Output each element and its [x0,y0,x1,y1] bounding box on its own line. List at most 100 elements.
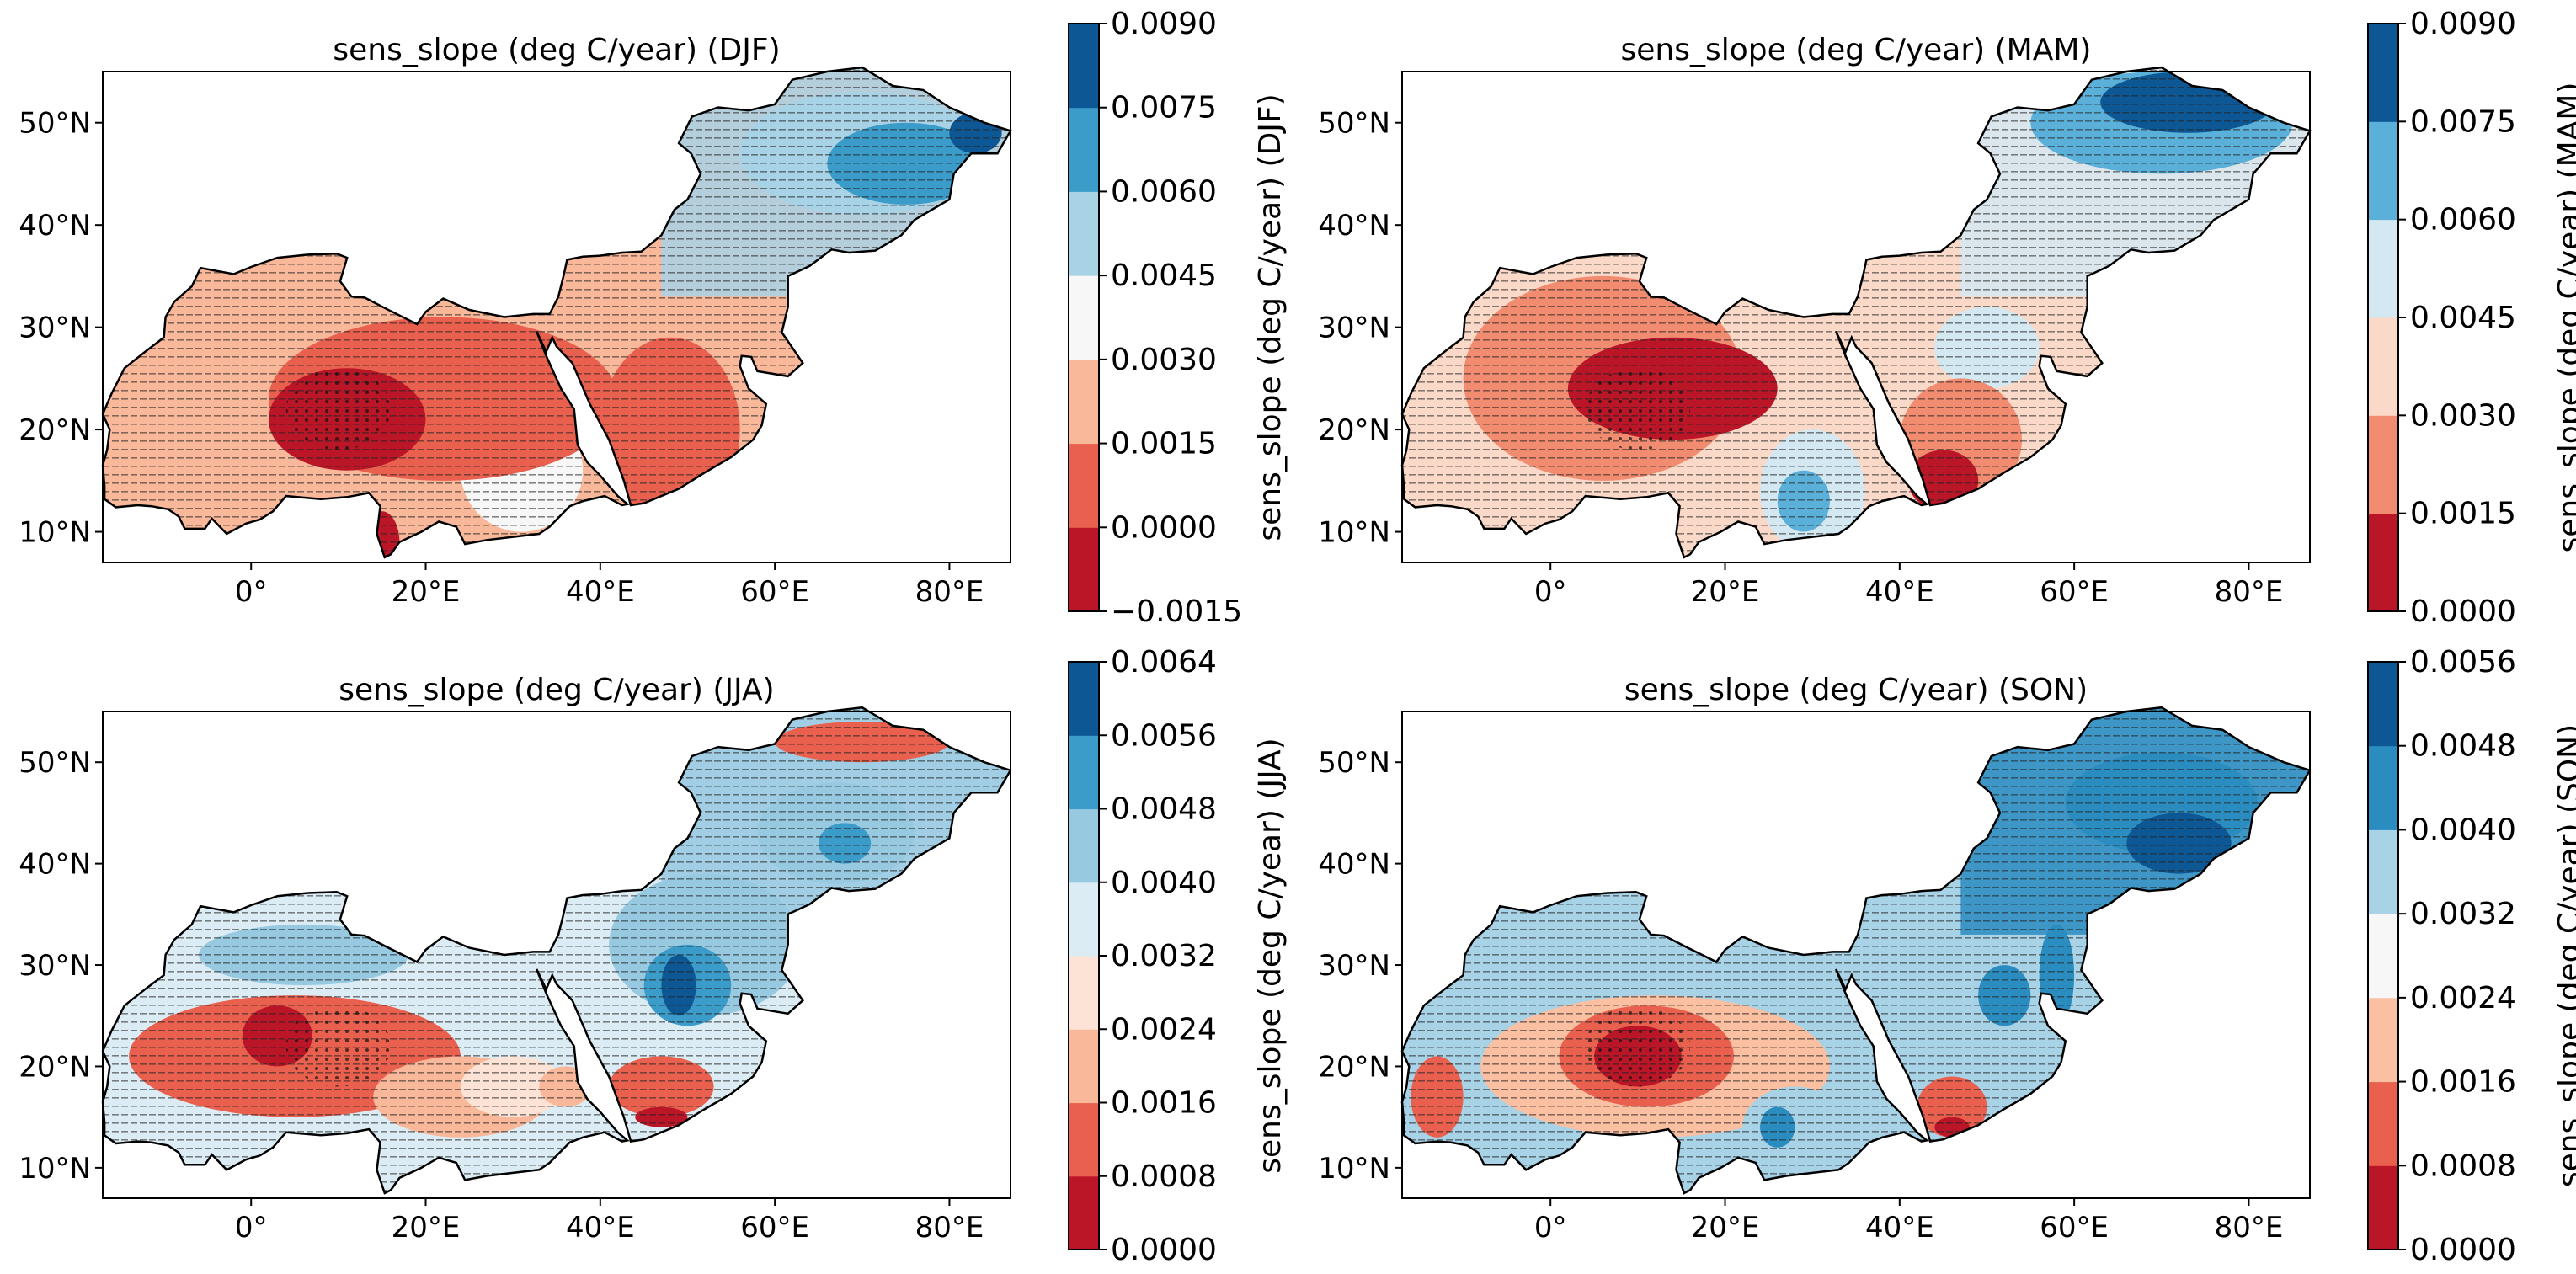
chart-title: sens_slope (deg C/year) (SON) [1624,673,2088,707]
colorbar-label: sens_slope (deg C/year) (JJA) [1253,738,1288,1173]
colorbar-tick-label: 0.0032 [1111,939,1217,973]
map-panel-djf: sens_slope (deg C/year) (DJF) 0° 20°E 40°E 6… [19,33,1012,609]
significance-dots [285,368,392,450]
colorbar-swatch [2368,1081,2398,1166]
colorbar-frame [2367,661,2399,1250]
colorbar-tick-label: 0.0000 [1111,1233,1217,1267]
colorbar-tick-label: −0.0015 [1111,594,1242,629]
colorbar-tick-label: 0.0075 [1111,91,1217,125]
colorbar-swatch [2368,829,2398,914]
coastline [1400,706,2312,1195]
y-tick-label: 10°N [19,516,91,550]
colorbar-son: 0.0000 0.0008 0.0016 0.0024 0.0032 0.0040 0.00… [2367,645,2576,1267]
colorbar-tick-label: 0.0056 [2410,645,2516,680]
colorbar-frame [1068,23,1100,612]
map-panel-jja: sens_slope (deg C/year) (JJA) 0° 20°E 40°E 6… [19,673,1012,1245]
map-land [103,707,1011,1193]
colorbar-tick-label: 0.0045 [1111,259,1217,293]
y-tick-label: 10°N [1318,516,1390,550]
colorbar-swatch [1069,735,1099,810]
colorbar-tick-label: 0.0075 [2410,104,2516,139]
colorbar-swatch [1069,107,1099,192]
colorbar-tick-label: 0.0024 [1111,1012,1217,1047]
x-tick-label: 60°E [2040,575,2109,609]
map-panel-son: sens_slope (deg C/year) (SON) 0° 20°E 40°E 6… [1318,673,2312,1245]
y-tick-label: 10°N [19,1152,91,1186]
coastline [101,66,1012,559]
x-tick-label: 60°E [740,575,809,609]
chart-title: sens_slope (deg C/year) (DJF) [333,33,780,67]
x-tick-label: 0° [235,1211,268,1245]
colorbar-mam: 0.0000 0.0015 0.0030 0.0045 0.0060 0.0075 0.00… [2367,7,2576,629]
chart-title: sens_slope (deg C/year) (JJA) [339,673,774,707]
colorbar-tick-label: 0.0060 [1111,174,1217,209]
x-tick-label: 40°E [566,1211,635,1245]
y-tick-label: 30°N [19,312,91,345]
x-tick-label: 20°E [1691,575,1760,609]
y-tick-label: 40°N [19,209,91,243]
colorbar-swatch [2368,662,2398,747]
colorbar-tick-label: 0.0048 [1111,792,1217,827]
y-tick-label: 50°N [1318,107,1390,141]
x-tick-label: 20°E [392,575,461,609]
colorbar-swatch [1069,882,1099,957]
colorbar-tick-label: 0.0040 [1111,866,1217,900]
colorbar-tick-label: 0.0016 [1111,1086,1217,1121]
y-tick-label: 40°N [19,848,91,882]
colorbar-label: sens_slope (deg C/year) (SON) [2552,724,2576,1187]
colorbar-tick-label: 0.0008 [1111,1159,1217,1194]
map-frame [1401,71,2311,563]
x-tick-label: 0° [1534,1211,1567,1245]
colorbar-swatch [2368,997,2398,1083]
colorbar-swatch [2368,513,2398,612]
y-tick-label: 30°N [19,949,91,983]
colorbar-swatch [1069,24,1099,109]
colorbar-swatch [2368,914,2398,999]
map-frame [1401,711,2311,1199]
map-panel-mam: sens_slope (deg C/year) (MAM) 0° 20°E 40°E 6… [1318,33,2312,609]
map-land [1402,707,2310,1193]
y-tick-label: 10°N [1318,1152,1390,1186]
colorbar-tick-label: 0.0000 [1111,510,1217,545]
colorbar-swatch [1069,1029,1099,1104]
colorbar-swatch [1069,1102,1099,1177]
colorbar-swatch [1069,191,1099,276]
significance-dots [285,1005,392,1087]
y-tick-label: 50°N [19,746,91,780]
x-tick-label: 60°E [2040,1211,2109,1245]
colorbar-jja: 0.0000 0.0008 0.0016 0.0024 0.0032 0.0040 0.00… [1068,645,1288,1267]
colorbar-swatch [2368,219,2398,318]
colorbar-tick-label: 0.0056 [1111,718,1217,753]
x-tick-label: 20°E [1691,1211,1760,1245]
y-tick-label: 40°N [1318,209,1390,243]
colorbar-tick-label: 0.0015 [2410,497,2516,531]
colorbar-swatch [1069,359,1099,445]
colorbar-swatch [1069,1175,1099,1250]
x-tick-label: 40°E [566,575,635,609]
x-tick-label: 20°E [392,1211,461,1245]
colorbar-swatch [2368,24,2398,122]
colorbar-swatch [2368,1165,2398,1250]
colorbar-swatch [1069,275,1099,360]
colorbar-tick-label: 0.0090 [2410,7,2516,41]
colorbar-djf: −0.0015 0.0000 0.0015 0.0030 0.0045 0.0060 0.0… [1068,7,1288,629]
colorbar-swatch [1069,662,1099,736]
coastline [1400,66,2312,559]
colorbar-swatch [1069,956,1099,1030]
chart-title: sens_slope (deg C/year) (MAM) [1621,33,2092,67]
map-land [1402,67,2310,557]
significance-dots [1585,368,1691,450]
colorbar-tick-label: 0.0032 [2410,897,2516,931]
colorbar-swatch [1069,527,1099,612]
colorbar-label: sens_slope (deg C/year) (DJF) [1253,93,1288,541]
colorbar-tick-label: 0.0015 [1111,427,1217,461]
x-tick-label: 60°E [740,1211,809,1245]
colorbar-tick-label: 0.0030 [1111,343,1217,377]
colorbar-tick-label: 0.0060 [2410,203,2516,237]
y-tick-label: 30°N [1318,312,1390,345]
colorbar-swatch [2368,415,2398,514]
x-tick-label: 40°E [1865,1211,1934,1245]
x-tick-label: 80°E [2215,1211,2284,1245]
y-tick-label: 20°N [1318,1050,1390,1084]
